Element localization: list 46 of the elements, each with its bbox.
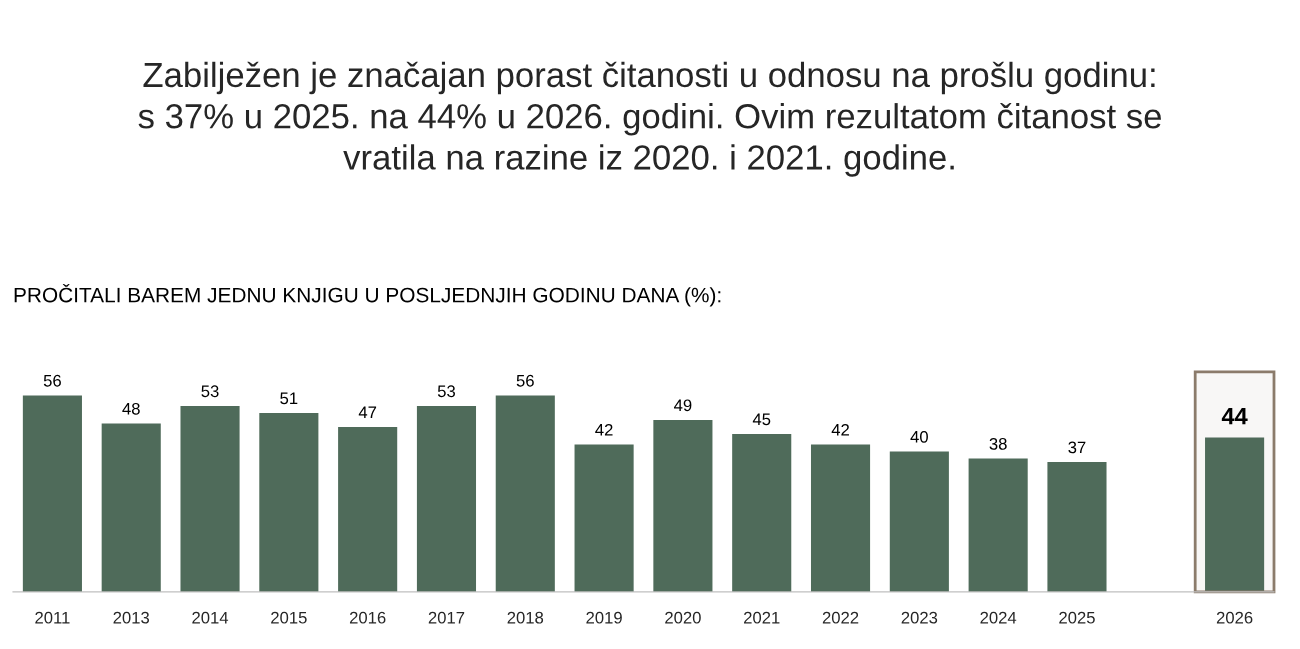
- bar: [810, 444, 871, 592]
- x-tick-label: 2013: [113, 611, 150, 624]
- bar: [574, 444, 634, 592]
- x-tick-label: 2018: [507, 611, 544, 624]
- x-tick-label: 2022: [822, 611, 859, 624]
- bar: [101, 423, 161, 592]
- x-tick-label: 2021: [744, 611, 780, 624]
- data-label: 42: [831, 423, 849, 436]
- x-tick-label: 2019: [586, 611, 622, 624]
- data-label: 56: [516, 374, 534, 387]
- x-tick-label: 2020: [665, 611, 701, 624]
- data-label: 48: [122, 402, 140, 415]
- x-tick-label: 2017: [428, 611, 465, 624]
- data-label: 56: [43, 374, 61, 387]
- data-label: 44: [1221, 408, 1248, 425]
- data-label: 49: [674, 399, 692, 412]
- bar: [22, 395, 82, 592]
- bar: [889, 451, 949, 592]
- data-label: 38: [989, 437, 1007, 450]
- x-tick-label: 2024: [980, 611, 1017, 624]
- data-label: 47: [358, 406, 377, 419]
- x-tick-label: 2026: [1216, 611, 1253, 624]
- bar: [416, 406, 477, 592]
- data-label: 53: [437, 385, 456, 398]
- chart-title: Zabilježen je značajan porast čitanosti u odnosu na prošlu godinu: s 37% u 2025. na 44% u 2026. godini. Ovim rezultatom čitanost se vratila na razine iz 2020. i 2021. godine.: [138, 61, 1161, 177]
- x-tick-label: 2014: [192, 611, 229, 624]
- data-label: 45: [752, 413, 771, 426]
- x-tick-label: 2016: [349, 611, 386, 624]
- bar: [180, 406, 240, 592]
- x-tick-label: 2025: [1059, 611, 1095, 624]
- bar: [732, 434, 792, 592]
- bar: [495, 395, 555, 592]
- bar: [1047, 462, 1107, 592]
- x-tick-label: 2015: [271, 611, 307, 624]
- bar: [653, 420, 713, 592]
- bar: [338, 427, 398, 592]
- data-label: 37: [1068, 441, 1086, 454]
- data-label: 42: [595, 423, 613, 436]
- data-label: 53: [201, 385, 219, 398]
- data-label: 40: [910, 430, 928, 443]
- x-tick-label: 2023: [901, 611, 938, 624]
- data-label: 51: [280, 392, 298, 405]
- bar: [968, 458, 1028, 592]
- chart-subtitle: PROČITALI BAREM JEDNU KNJIGU U POSLJEDNJIH GODINU DANA (%):: [14, 284, 721, 307]
- x-tick-label: 2011: [35, 611, 70, 624]
- bar: [259, 413, 319, 592]
